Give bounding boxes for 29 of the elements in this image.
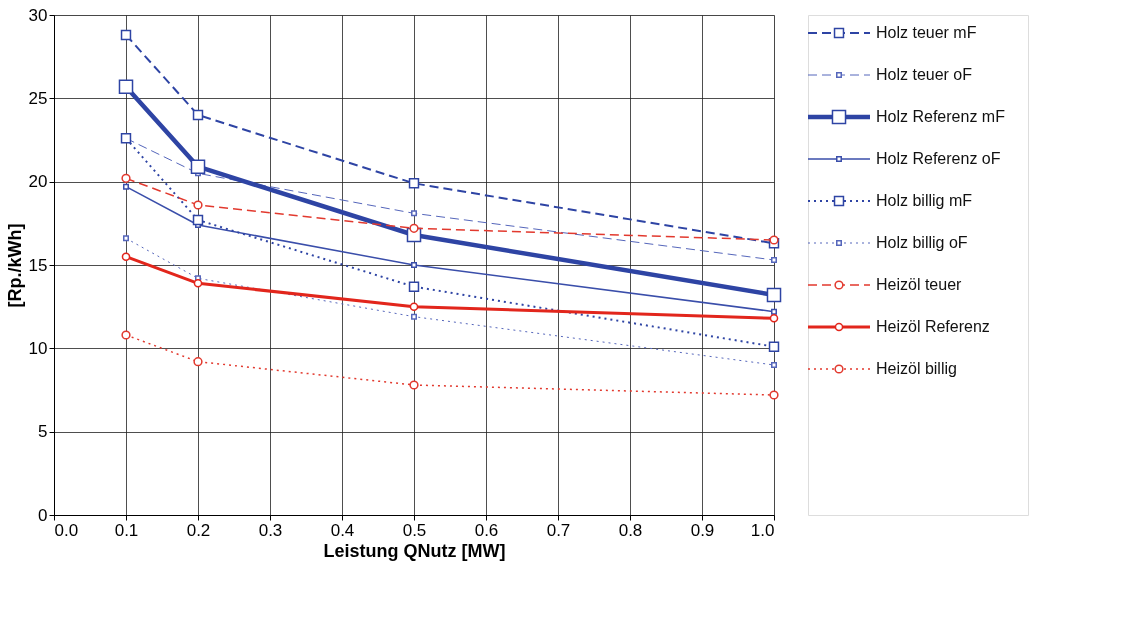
y-tick-label: 0 [38, 505, 48, 525]
x-tick-label: 0.5 [402, 520, 427, 540]
y-tick-label: 10 [28, 338, 48, 358]
y-tick-label: 5 [38, 422, 48, 442]
y-tick-label: 25 [28, 88, 48, 108]
x-tick-label: 0.6 [474, 520, 499, 540]
legend-label: Heizöl billig [876, 360, 957, 377]
legend-label: Holz billig mF [876, 192, 973, 209]
y-tick-label: 30 [28, 5, 48, 25]
x-tick-label: 0.1 [114, 520, 139, 540]
x-tick-label: 1.0 [750, 520, 775, 540]
legend-label: Holz teuer mF [876, 24, 977, 41]
legend-label: Holz teuer oF [876, 66, 973, 83]
x-tick-label: 0.2 [186, 520, 211, 540]
x-tick-label: 0.0 [54, 520, 79, 540]
legend-label: Holz Referenz mF [876, 108, 1006, 125]
x-tick-label: 0.3 [258, 520, 283, 540]
legend-label: Holz billig oF [876, 234, 968, 251]
x-tick-label: 0.9 [690, 520, 715, 540]
x-tick-label: 0.7 [546, 520, 571, 540]
y-axis-title: [Rp./kWh] [4, 223, 25, 308]
legend-label: Heizöl Referenz [876, 318, 990, 335]
y-tick-label: 20 [28, 172, 48, 192]
y-tick-label: 15 [28, 255, 48, 275]
legend-label: Holz Referenz oF [876, 150, 1001, 167]
legend-label: Heizöl teuer [876, 276, 963, 293]
x-tick-label: 0.8 [618, 520, 643, 540]
x-axis-title: Leistung QNutz [MW] [323, 540, 506, 561]
x-tick-label: 0.4 [330, 520, 355, 540]
